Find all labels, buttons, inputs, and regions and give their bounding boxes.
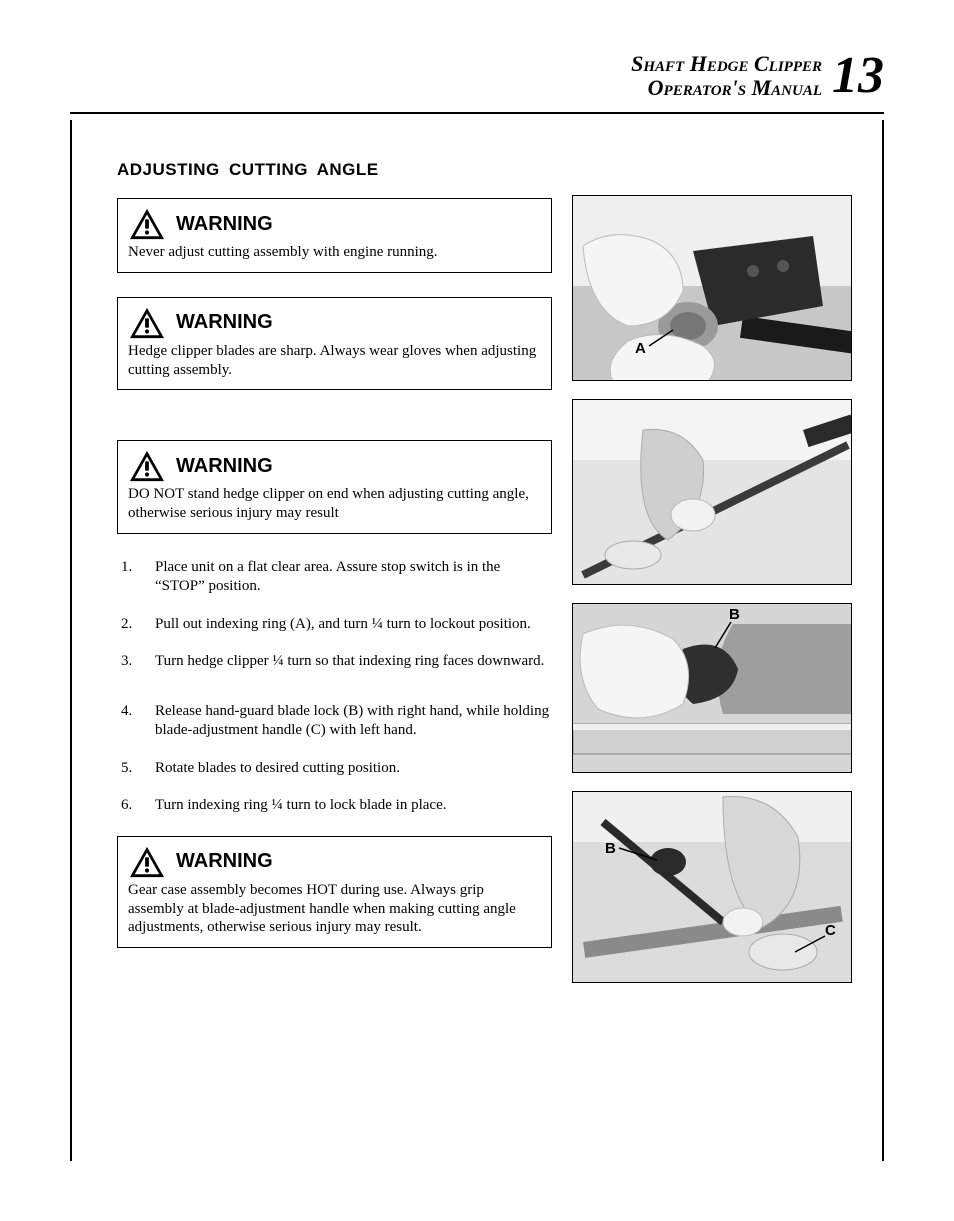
warning-box-3: WARNING DO NOT stand hedge clipper on en… xyxy=(117,440,552,534)
warning-label: WARNING xyxy=(176,455,273,478)
warning-box-4: WARNING Gear case assembly becomes HOT d… xyxy=(117,836,552,948)
manual-title-line2: Operator's Manual xyxy=(648,76,822,100)
warning-text: Gear case assembly becomes HOT during us… xyxy=(128,881,541,937)
step-item: Rotate blades to desired cutting positio… xyxy=(117,759,552,779)
warning-text: Never adjust cutting assembly with engin… xyxy=(128,243,541,262)
alert-triangle-icon xyxy=(128,306,166,340)
page-number: 13 xyxy=(832,50,884,102)
warning-header: WARNING xyxy=(128,845,541,879)
warning-header: WARNING xyxy=(128,207,541,241)
figure-indexing-ring-a: A xyxy=(572,195,852,381)
section-heading: ADJUSTING CUTTING ANGLE xyxy=(117,160,552,180)
steps-list: Place unit on a flat clear area. Assure … xyxy=(117,558,552,816)
warning-text: DO NOT stand hedge clipper on end when a… xyxy=(128,485,541,523)
manual-title-block: Shaft Hedge Clipper Operator's Manual xyxy=(631,52,822,100)
warning-box-2: WARNING Hedge clipper blades are sharp. … xyxy=(117,297,552,391)
warning-box-1: WARNING Never adjust cutting assembly wi… xyxy=(117,198,552,273)
step-item: Turn indexing ring ¼ turn to lock blade … xyxy=(117,796,552,816)
page-header: Shaft Hedge Clipper Operator's Manual 13 xyxy=(631,50,884,102)
content-frame: ADJUSTING CUTTING ANGLE WARNING Never ad… xyxy=(70,120,884,1161)
right-column: A xyxy=(572,160,852,1141)
warning-label: WARNING xyxy=(176,213,273,236)
step-item: Pull out indexing ring (A), and turn ¼ t… xyxy=(117,615,552,635)
alert-triangle-icon xyxy=(128,845,166,879)
figure-shaft-on-ground xyxy=(572,399,852,585)
step-item: Release hand-guard blade lock (B) with r… xyxy=(117,702,552,741)
warning-header: WARNING xyxy=(128,449,541,483)
warning-label: WARNING xyxy=(176,311,273,334)
alert-triangle-icon xyxy=(128,449,166,483)
figure-handle-b-c: B C xyxy=(572,791,852,983)
figure-blade-lock-b: B xyxy=(572,603,852,773)
left-column: ADJUSTING CUTTING ANGLE WARNING Never ad… xyxy=(117,160,552,1141)
warning-header: WARNING xyxy=(128,306,541,340)
header-rule xyxy=(70,112,884,114)
warning-label: WARNING xyxy=(176,850,273,873)
manual-title-line1: Shaft Hedge Clipper xyxy=(631,52,822,76)
warning-text: Hedge clipper blades are sharp. Always w… xyxy=(128,342,541,380)
step-item: Turn hedge clipper ¼ turn so that indexi… xyxy=(117,652,552,672)
step-item: Place unit on a flat clear area. Assure … xyxy=(117,558,552,597)
alert-triangle-icon xyxy=(128,207,166,241)
